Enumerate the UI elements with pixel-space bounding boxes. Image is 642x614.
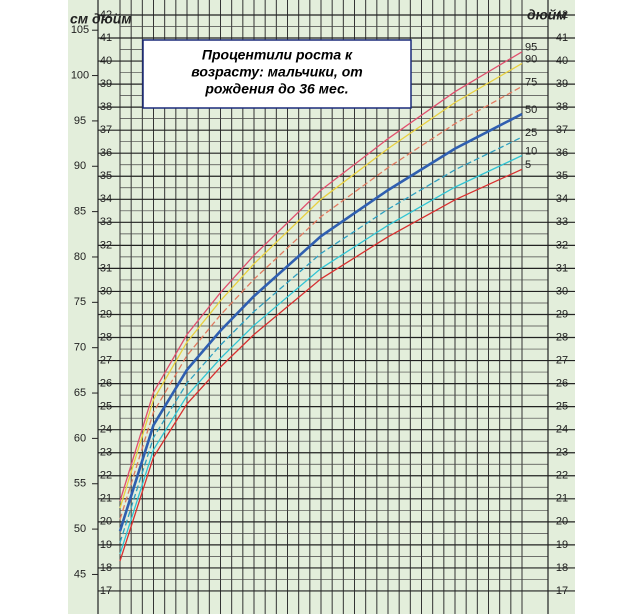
series-label: 25	[525, 127, 537, 139]
y-tick-label: 31	[556, 262, 568, 274]
series-label: 95	[525, 42, 537, 54]
y-tick-label: 37	[100, 124, 112, 136]
y-tick-label: 34	[556, 193, 568, 205]
percentile-line	[119, 154, 523, 555]
left-unit-label: см	[70, 11, 89, 27]
y-tick-label: 40	[100, 55, 112, 67]
y-tick-label: 35	[556, 170, 568, 182]
y-tick-label: 26	[556, 378, 568, 390]
series-label: 5	[525, 159, 531, 171]
y-tick-label: 35	[100, 170, 112, 182]
y2-tick-label: 80	[74, 251, 86, 263]
title-box	[142, 39, 412, 109]
y2-tick-label: 100	[71, 69, 89, 81]
percentile-line	[119, 136, 523, 543]
percentile-line	[119, 51, 523, 502]
series-label: 10	[525, 145, 537, 157]
y2-tick-label: 105	[71, 24, 89, 36]
chart-title: Процентили роста к	[202, 47, 353, 63]
y-tick-label: 39	[556, 78, 568, 90]
y2-tick-label: 65	[74, 387, 86, 399]
series-label: 50	[525, 104, 537, 116]
y-tick-label: 33	[100, 216, 112, 228]
y-tick-label: 34	[100, 193, 112, 205]
y-tick-label: 20	[100, 516, 112, 528]
y-tick-label: 36	[100, 147, 112, 159]
y-tick-label: 28	[100, 331, 112, 343]
y-tick-label: 40	[556, 55, 568, 67]
y-tick-label: 28	[556, 331, 568, 343]
y-tick-label: 23	[556, 447, 568, 459]
y-tick-label: 19	[556, 539, 568, 551]
percentile-line	[118, 112, 523, 532]
y-tick-label: 32	[556, 239, 568, 251]
y-tick-label: 26	[100, 378, 112, 390]
y2-tick-label: 90	[74, 160, 86, 172]
y2-tick-label: 75	[74, 296, 86, 308]
y-tick-label: 20	[556, 516, 568, 528]
y-tick-label: 23	[100, 447, 112, 459]
y-tick-label: 31	[100, 262, 112, 274]
y-tick-label: 24	[100, 424, 112, 436]
y-tick-label: 24	[556, 424, 568, 436]
series-label: 90	[525, 53, 537, 65]
y-tick-label: 27	[556, 354, 568, 366]
percentile-line	[119, 168, 523, 562]
percentile-line	[119, 85, 523, 520]
y-tick-label: 21	[100, 493, 112, 505]
y-tick-label: 29	[556, 308, 568, 320]
plot: 17 17 18 18 19 19 20 20 21 21 22 22 23 23 24 24 25 25 26 26…	[71, 0, 575, 614]
y-tick-label: 25	[556, 401, 568, 413]
y-tick-label: 32	[100, 239, 112, 251]
y-tick-label: 30	[556, 285, 568, 297]
y-tick-label: 39	[100, 78, 112, 90]
chart-title: рождения до 36 мес.	[204, 81, 348, 97]
y-tick-label: 17	[100, 585, 112, 597]
y-tick-label: 30	[100, 285, 112, 297]
chart-title: возрасту: мальчики, от	[191, 64, 362, 80]
y2-tick-label: 95	[74, 115, 86, 127]
y-tick-label: 36	[556, 147, 568, 159]
y-tick-label: 29	[100, 308, 112, 320]
y-tick-label: 41	[100, 32, 112, 44]
y2-tick-label: 60	[74, 432, 86, 444]
y-tick-label: 33	[556, 216, 568, 228]
y-tick-label: 42	[100, 9, 112, 21]
percentile-line	[119, 62, 523, 509]
y2-tick-label: 55	[74, 478, 86, 490]
y-tick-label: 22	[100, 470, 112, 482]
series-label: 75	[525, 76, 537, 88]
y-tick-label: 17	[556, 585, 568, 597]
y-tick-label: 18	[100, 562, 112, 574]
y-tick-label: 21	[556, 493, 568, 505]
y-tick-label: 41	[556, 32, 568, 44]
y-tick-label: 18	[556, 562, 568, 574]
y2-tick-label: 70	[74, 342, 86, 354]
y-tick-label: 38	[556, 101, 568, 113]
y-tick-label: 42	[556, 9, 568, 21]
y-tick-label: 38	[100, 101, 112, 113]
y-tick-label: 27	[100, 354, 112, 366]
y2-tick-label: 85	[74, 206, 86, 218]
y-tick-label: 25	[100, 401, 112, 413]
y-tick-label: 19	[100, 539, 112, 551]
y-tick-label: 37	[556, 124, 568, 136]
y2-tick-label: 50	[74, 523, 86, 535]
y2-tick-label: 45	[74, 568, 86, 580]
y-tick-label: 22	[556, 470, 568, 482]
